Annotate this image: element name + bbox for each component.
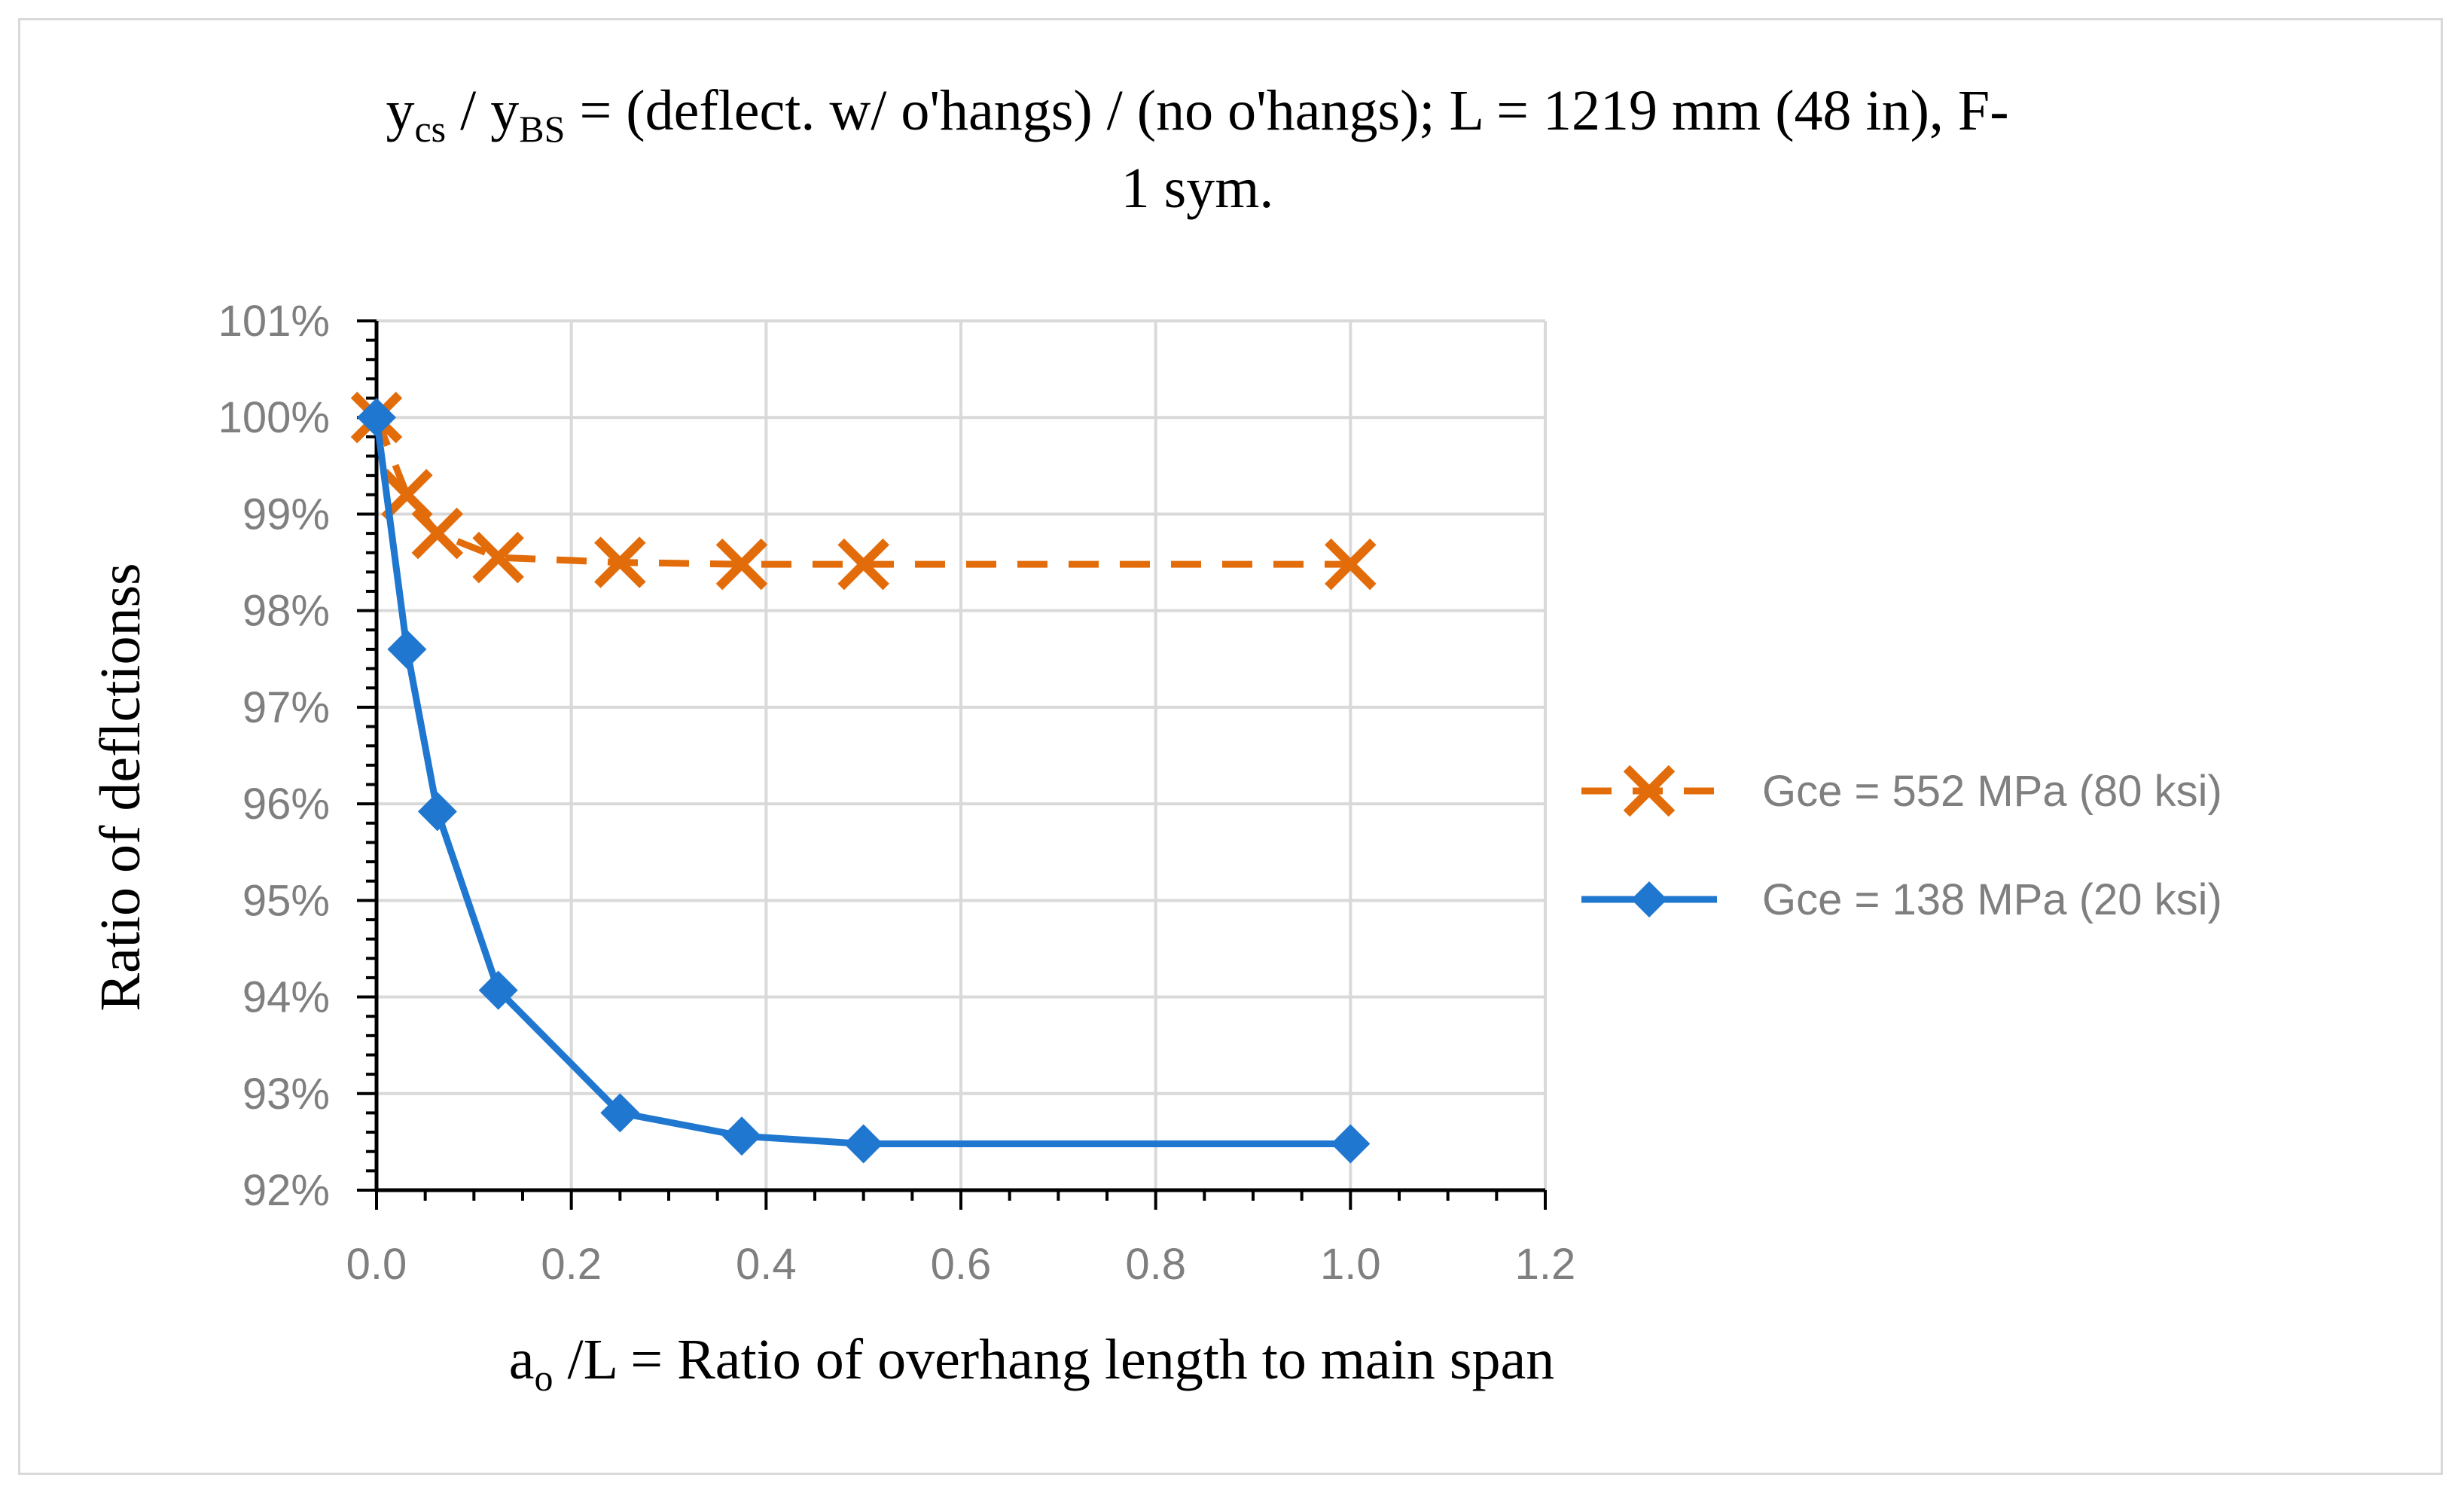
x-tick-label: 1.0 (1320, 1240, 1381, 1289)
x-marker-stroke (837, 538, 889, 591)
x-marker-stroke (594, 536, 646, 588)
data-point-marker-x (472, 531, 524, 584)
y-tick-label: 101% (218, 297, 330, 346)
chart-title-line1: ycs / yBS = (deflect. w/ o'hangs) / (no … (386, 79, 2008, 150)
y-tick-label: 100% (218, 393, 330, 442)
x-marker-stroke (411, 507, 464, 560)
y-tick-label: 95% (242, 876, 330, 925)
y-tick-label: 98% (242, 587, 330, 636)
y-tick-label: 96% (242, 780, 330, 829)
legend: Gce = 552 MPa (80 ksi) Gce = 138 MPa (20 … (1581, 765, 2222, 924)
data-point-marker-diamond (357, 398, 396, 438)
series-layer (350, 391, 1377, 1164)
y-tick-label: 99% (242, 490, 330, 539)
x-axis-title: ao /L = Ratio of overhang length to main… (509, 1328, 1554, 1399)
y-tick-label: 94% (242, 973, 330, 1022)
data-point-marker-x (411, 507, 464, 560)
chart-title-line2: 1 sym. (1121, 157, 1274, 220)
x-tick-label: 0.8 (1125, 1240, 1186, 1289)
data-point-marker-diamond (600, 1093, 640, 1133)
x-tick-label: 0.6 (931, 1240, 992, 1289)
data-point-marker-x (837, 538, 889, 591)
y-axis-title: Ratio of deflctionss (89, 563, 152, 1011)
x-marker-stroke (715, 538, 768, 591)
data-point-marker-diamond (417, 792, 457, 832)
data-point-marker-diamond (843, 1124, 883, 1164)
y-tick-label: 93% (242, 1070, 330, 1119)
legend-label-1: Gce = 552 MPa (80 ksi) (1762, 767, 2222, 816)
grid (377, 319, 1547, 1190)
y-tick-label: 97% (242, 683, 330, 732)
data-point-marker-diamond (722, 1116, 761, 1156)
data-point-marker-x (1325, 538, 1377, 591)
data-point-marker-diamond (1331, 1124, 1371, 1164)
axes (357, 319, 1547, 1210)
x-tick-label: 0.0 (346, 1240, 407, 1289)
legend-marker-diamond (1631, 881, 1667, 917)
x-marker-stroke (472, 531, 524, 584)
data-point-marker-x (594, 536, 646, 588)
data-point-marker-diamond (387, 629, 427, 669)
series-line-2 (373, 417, 1351, 1147)
data-point-marker-x (715, 538, 768, 591)
legend-marker-x (1623, 765, 1676, 817)
x-tick-label: 0.4 (736, 1240, 797, 1289)
x-tick-label: 0.2 (541, 1240, 602, 1289)
y-tick-label: 92% (242, 1166, 330, 1215)
tick-labels: 92% 93% 94% 95% 96% 97% 98% 99% 100% 101% 0.0 0.2 0.… (218, 297, 1576, 1289)
x-marker-stroke (1325, 538, 1377, 591)
legend-label-2: Gce = 138 MPa (20 ksi) (1762, 875, 2222, 924)
x-tick-label: 1.2 (1515, 1240, 1576, 1289)
series-line-1 (373, 416, 1351, 568)
data-point-marker-diamond (478, 970, 518, 1010)
x-marker-stroke (1623, 765, 1676, 817)
